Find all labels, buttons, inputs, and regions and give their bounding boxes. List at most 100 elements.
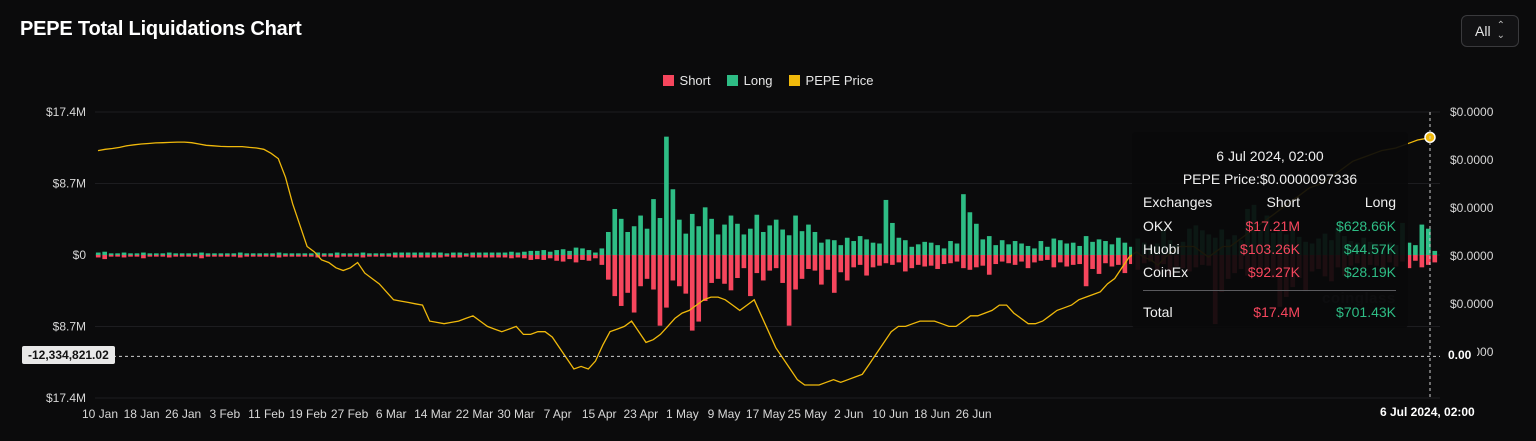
short-bar (237, 255, 243, 258)
short-bar (915, 255, 921, 265)
short-bar (890, 255, 895, 265)
x-axis: 10 Jan 18 Jan 26 Jan 3 Feb 11 Feb 19 Feb 27 Fe… (82, 407, 992, 421)
x-tick-label: 30 Mar (497, 407, 534, 421)
long-bar (134, 253, 140, 255)
long-bar (186, 253, 191, 255)
long-bar (702, 207, 708, 255)
long-bar (754, 214, 760, 255)
short-bar (489, 255, 495, 258)
short-bar (767, 255, 773, 271)
short-bar (773, 255, 779, 269)
short-bar (154, 255, 159, 257)
x-tick-label: 26 Jun (956, 407, 992, 421)
long-bar (425, 252, 430, 255)
long-bar (612, 208, 618, 255)
time-range-select[interactable]: All ⌃ ⌄ (1461, 15, 1519, 47)
short-bar (1128, 255, 1134, 265)
long-bar (896, 237, 902, 255)
short-bar (399, 255, 405, 258)
long-bar (948, 241, 953, 255)
long-bar (1051, 238, 1057, 255)
short-bar (1083, 255, 1089, 287)
long-bar (870, 242, 876, 255)
long-bar (1057, 240, 1063, 255)
short-bar (263, 255, 269, 257)
long-bar (179, 253, 185, 255)
short-bar (1116, 255, 1121, 265)
x-tick-label: 19 Feb (289, 407, 327, 421)
short-bar (625, 255, 631, 293)
long-bar (993, 245, 999, 255)
short-bar (509, 255, 514, 259)
short-bar (102, 255, 108, 260)
long-bar (392, 252, 398, 255)
long-bar (967, 212, 973, 255)
short-bar (728, 255, 734, 291)
short-bar (974, 255, 979, 268)
short-bar (128, 255, 133, 257)
y-tick-label: $0 (73, 248, 87, 262)
long-bar (954, 243, 960, 255)
long-bar (1109, 244, 1115, 255)
long-bar (483, 252, 488, 255)
long-bar (522, 251, 527, 255)
short-bar (289, 255, 295, 257)
short-bar (870, 255, 876, 268)
short-bar (586, 255, 592, 261)
long-bar (670, 189, 676, 255)
long-bar (121, 252, 127, 255)
short-bar (883, 255, 889, 264)
long-bar (605, 231, 611, 255)
long-bar (509, 251, 514, 255)
short-bar (186, 255, 191, 257)
short-bar (864, 255, 869, 276)
x-tick-label: 22 Mar (456, 407, 493, 421)
tooltip-divider (1143, 290, 1396, 291)
legend-item-long[interactable]: Long (726, 73, 773, 88)
long-bar (567, 250, 572, 255)
crosshair (95, 112, 1440, 398)
long-bar (851, 241, 856, 255)
long-bar (586, 250, 592, 255)
long-bar (689, 213, 695, 255)
long-bar (560, 249, 566, 255)
tooltip-short-value: $92.27K (1247, 264, 1300, 280)
long-bar (902, 240, 908, 255)
long-bar (302, 253, 308, 255)
legend-swatch-long (726, 75, 738, 86)
chart-legend: Short Long PEPE Price (0, 73, 1536, 88)
short-bar (593, 255, 598, 259)
long-bar (1006, 244, 1011, 255)
long-bar (864, 239, 869, 255)
long-bar (573, 247, 579, 255)
y-right-tick-label: $0.0000 (1450, 297, 1494, 311)
long-bar (502, 252, 508, 255)
long-bar (825, 239, 831, 255)
tooltip-long-value: $28.19K (1343, 264, 1396, 280)
long-bar (451, 252, 456, 255)
short-bar (296, 255, 301, 257)
long-bar (276, 252, 282, 255)
short-bar (722, 255, 727, 284)
long-bar (773, 219, 779, 255)
y-right-tick-label: $0.0000 (1450, 105, 1494, 119)
long-bar (819, 242, 824, 255)
short-bar (270, 255, 275, 257)
long-bar (205, 253, 211, 255)
long-bar (799, 231, 805, 255)
long-bar (438, 252, 443, 255)
short-bar (573, 255, 579, 263)
x-tick-label: 10 Jan (82, 407, 118, 421)
legend-item-price[interactable]: PEPE Price (788, 73, 873, 88)
short-bar (496, 255, 501, 258)
long-bar (1406, 242, 1412, 255)
long-bar (683, 233, 689, 255)
long-bar (463, 253, 469, 255)
long-bar (812, 231, 818, 255)
x-tick-label: 15 Apr (582, 407, 617, 421)
short-bar (670, 255, 676, 281)
short-bar (638, 255, 643, 287)
long-bar (367, 253, 372, 255)
legend-item-short[interactable]: Short (662, 73, 711, 88)
x-tick-label: 18 Jan (124, 407, 160, 421)
